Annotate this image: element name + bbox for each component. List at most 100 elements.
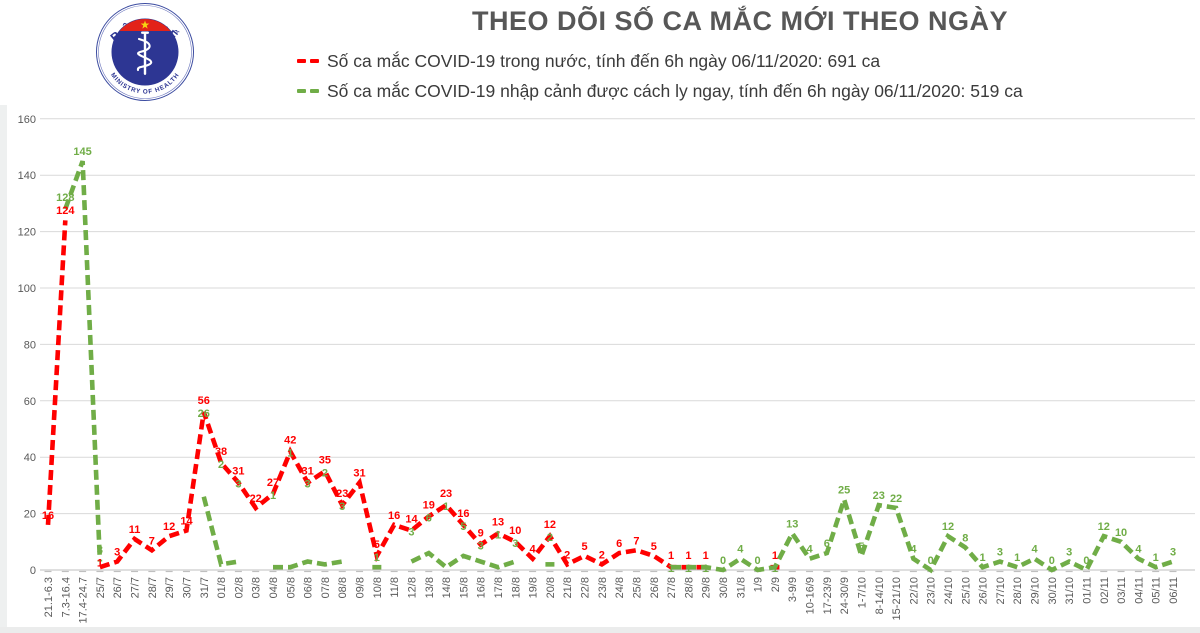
data-label: 1 — [287, 448, 293, 460]
data-label: 23 — [873, 490, 885, 502]
x-axis-tick-label: 04/11 — [1133, 577, 1145, 604]
x-axis-tick-label: 06/11 — [1168, 577, 1180, 604]
series-line — [45, 220, 68, 526]
x-axis-tick-label: 8-14/10 — [874, 577, 886, 614]
x-axis-tick-label: 18/8 — [510, 577, 522, 598]
data-label: 13 — [786, 518, 798, 530]
x-axis-tick-label: 19/8 — [528, 577, 540, 598]
legend-label-imported: Số ca mắc COVID-19 nhập cảnh được cách l… — [327, 80, 1023, 101]
x-axis-tick-label: 24/10 — [943, 577, 955, 605]
y-axis-tick-label: 140 — [18, 170, 36, 182]
data-label: 12 — [163, 521, 175, 533]
data-label: 1 — [980, 552, 986, 564]
data-label: 3 — [512, 538, 518, 550]
data-label: 3 — [408, 527, 414, 539]
data-label: 1 — [270, 490, 276, 502]
page-edge-shadow-bottom — [0, 627, 1200, 633]
data-label: 26 — [198, 408, 210, 420]
data-label: 16 — [42, 510, 54, 522]
data-label: 6 — [616, 538, 622, 550]
data-label: 1 — [703, 550, 709, 562]
data-label: 1 — [443, 501, 449, 513]
data-label: 16 — [457, 508, 469, 520]
data-label: 11 — [129, 524, 141, 536]
x-axis-tick-label: 24/8 — [614, 577, 626, 598]
x-axis-tick-label: 05/8 — [285, 577, 297, 598]
data-label: 23 — [336, 488, 348, 500]
data-label: 1 — [1014, 552, 1020, 564]
data-label: 27 — [267, 477, 279, 489]
x-axis-tick-label: 11/8 — [389, 577, 401, 598]
x-axis-tick-label: 08/8 — [337, 577, 349, 598]
x-axis-tick-label: 20/8 — [545, 577, 557, 598]
series-line — [671, 491, 1174, 574]
data-label: 3 — [97, 545, 103, 557]
data-label: 31 — [232, 466, 244, 478]
data-label: 1 — [703, 563, 709, 575]
data-label: 3 — [997, 547, 1003, 559]
series-line — [201, 496, 239, 567]
x-axis-tick-label: 30/7 — [181, 577, 193, 598]
data-label: 2 — [547, 532, 553, 544]
data-label: 0 — [1049, 555, 1055, 567]
x-axis-tick-label: 26/7 — [112, 577, 124, 598]
y-axis-tick-label: 80 — [24, 339, 36, 351]
data-label: 56 — [198, 395, 210, 407]
series-line — [99, 411, 706, 570]
data-label: 4 — [806, 544, 813, 556]
x-axis-tick-label: 10/8 — [372, 577, 384, 598]
data-label: 5 — [651, 541, 657, 553]
y-axis-tick-label: 160 — [18, 114, 36, 126]
x-axis-tick-label: 1-7/10 — [856, 577, 868, 608]
data-label: 1 — [374, 552, 380, 564]
ministry-of-health-logo: BỘ Y TẾ MINISTRY OF HEALTH — [95, 2, 195, 102]
data-label: 7 — [633, 535, 639, 547]
data-label: 38 — [215, 446, 227, 458]
data-label: 2 — [322, 467, 328, 479]
data-label: 0 — [720, 555, 726, 567]
x-axis-tick-label: 06/8 — [303, 577, 315, 598]
x-axis-tick-label: 02/8 — [233, 577, 245, 598]
data-label: 1 — [685, 550, 691, 562]
data-label: 1 — [1153, 552, 1159, 564]
data-label: 42 — [284, 435, 296, 447]
data-label: 128 — [56, 192, 74, 204]
x-axis-tick-label: 30/8 — [718, 577, 730, 598]
data-label: 5 — [374, 539, 380, 551]
x-axis-tick-label: 31/8 — [735, 577, 747, 598]
data-label: 5 — [460, 521, 466, 533]
data-label: 2 — [564, 549, 570, 561]
data-label: 7 — [149, 535, 155, 547]
x-axis-tick-label: 13/8 — [424, 577, 436, 598]
x-axis-tick-label: 14/8 — [441, 577, 453, 598]
x-axis-tick-label: 03/8 — [251, 577, 263, 598]
data-label: 31 — [353, 468, 365, 480]
data-label: 12 — [1098, 521, 1110, 533]
data-label: 12 — [942, 521, 954, 533]
data-label: 1 — [97, 558, 103, 570]
x-axis-tick-label: 2/9 — [770, 577, 782, 592]
x-axis-tick-label: 25/8 — [631, 577, 643, 598]
x-axis-tick-label: 7.3-16.4 — [60, 577, 72, 617]
series-line — [410, 550, 517, 571]
logo-star-icon — [140, 20, 150, 29]
data-label: 3 — [339, 501, 345, 513]
data-label: 1 — [772, 563, 778, 575]
data-label: 5 — [858, 541, 864, 553]
data-label: 1 — [772, 550, 778, 562]
data-label: 1 — [495, 529, 501, 541]
x-axis-tick-label: 15-21/10 — [891, 577, 903, 620]
data-label: 0 — [1083, 555, 1089, 567]
x-axis-tick-label: 23/8 — [597, 577, 609, 598]
data-label: 10 — [509, 525, 521, 537]
data-label: 3 — [1066, 547, 1072, 559]
page-title: THEO DÕI SỐ CA MẮC MỚI THEO NGÀY — [471, 6, 1009, 36]
data-label: 3 — [235, 479, 241, 491]
data-label: 16 — [388, 510, 400, 522]
data-label: 2 — [599, 549, 605, 561]
x-axis-tick-label: 27/8 — [666, 577, 678, 598]
x-axis-tick-label: 26/8 — [649, 577, 661, 598]
y-axis-tick-label: 60 — [24, 396, 36, 408]
legend-label-domestic: Số ca mắc COVID-19 trong nước, tính đến … — [327, 50, 881, 71]
